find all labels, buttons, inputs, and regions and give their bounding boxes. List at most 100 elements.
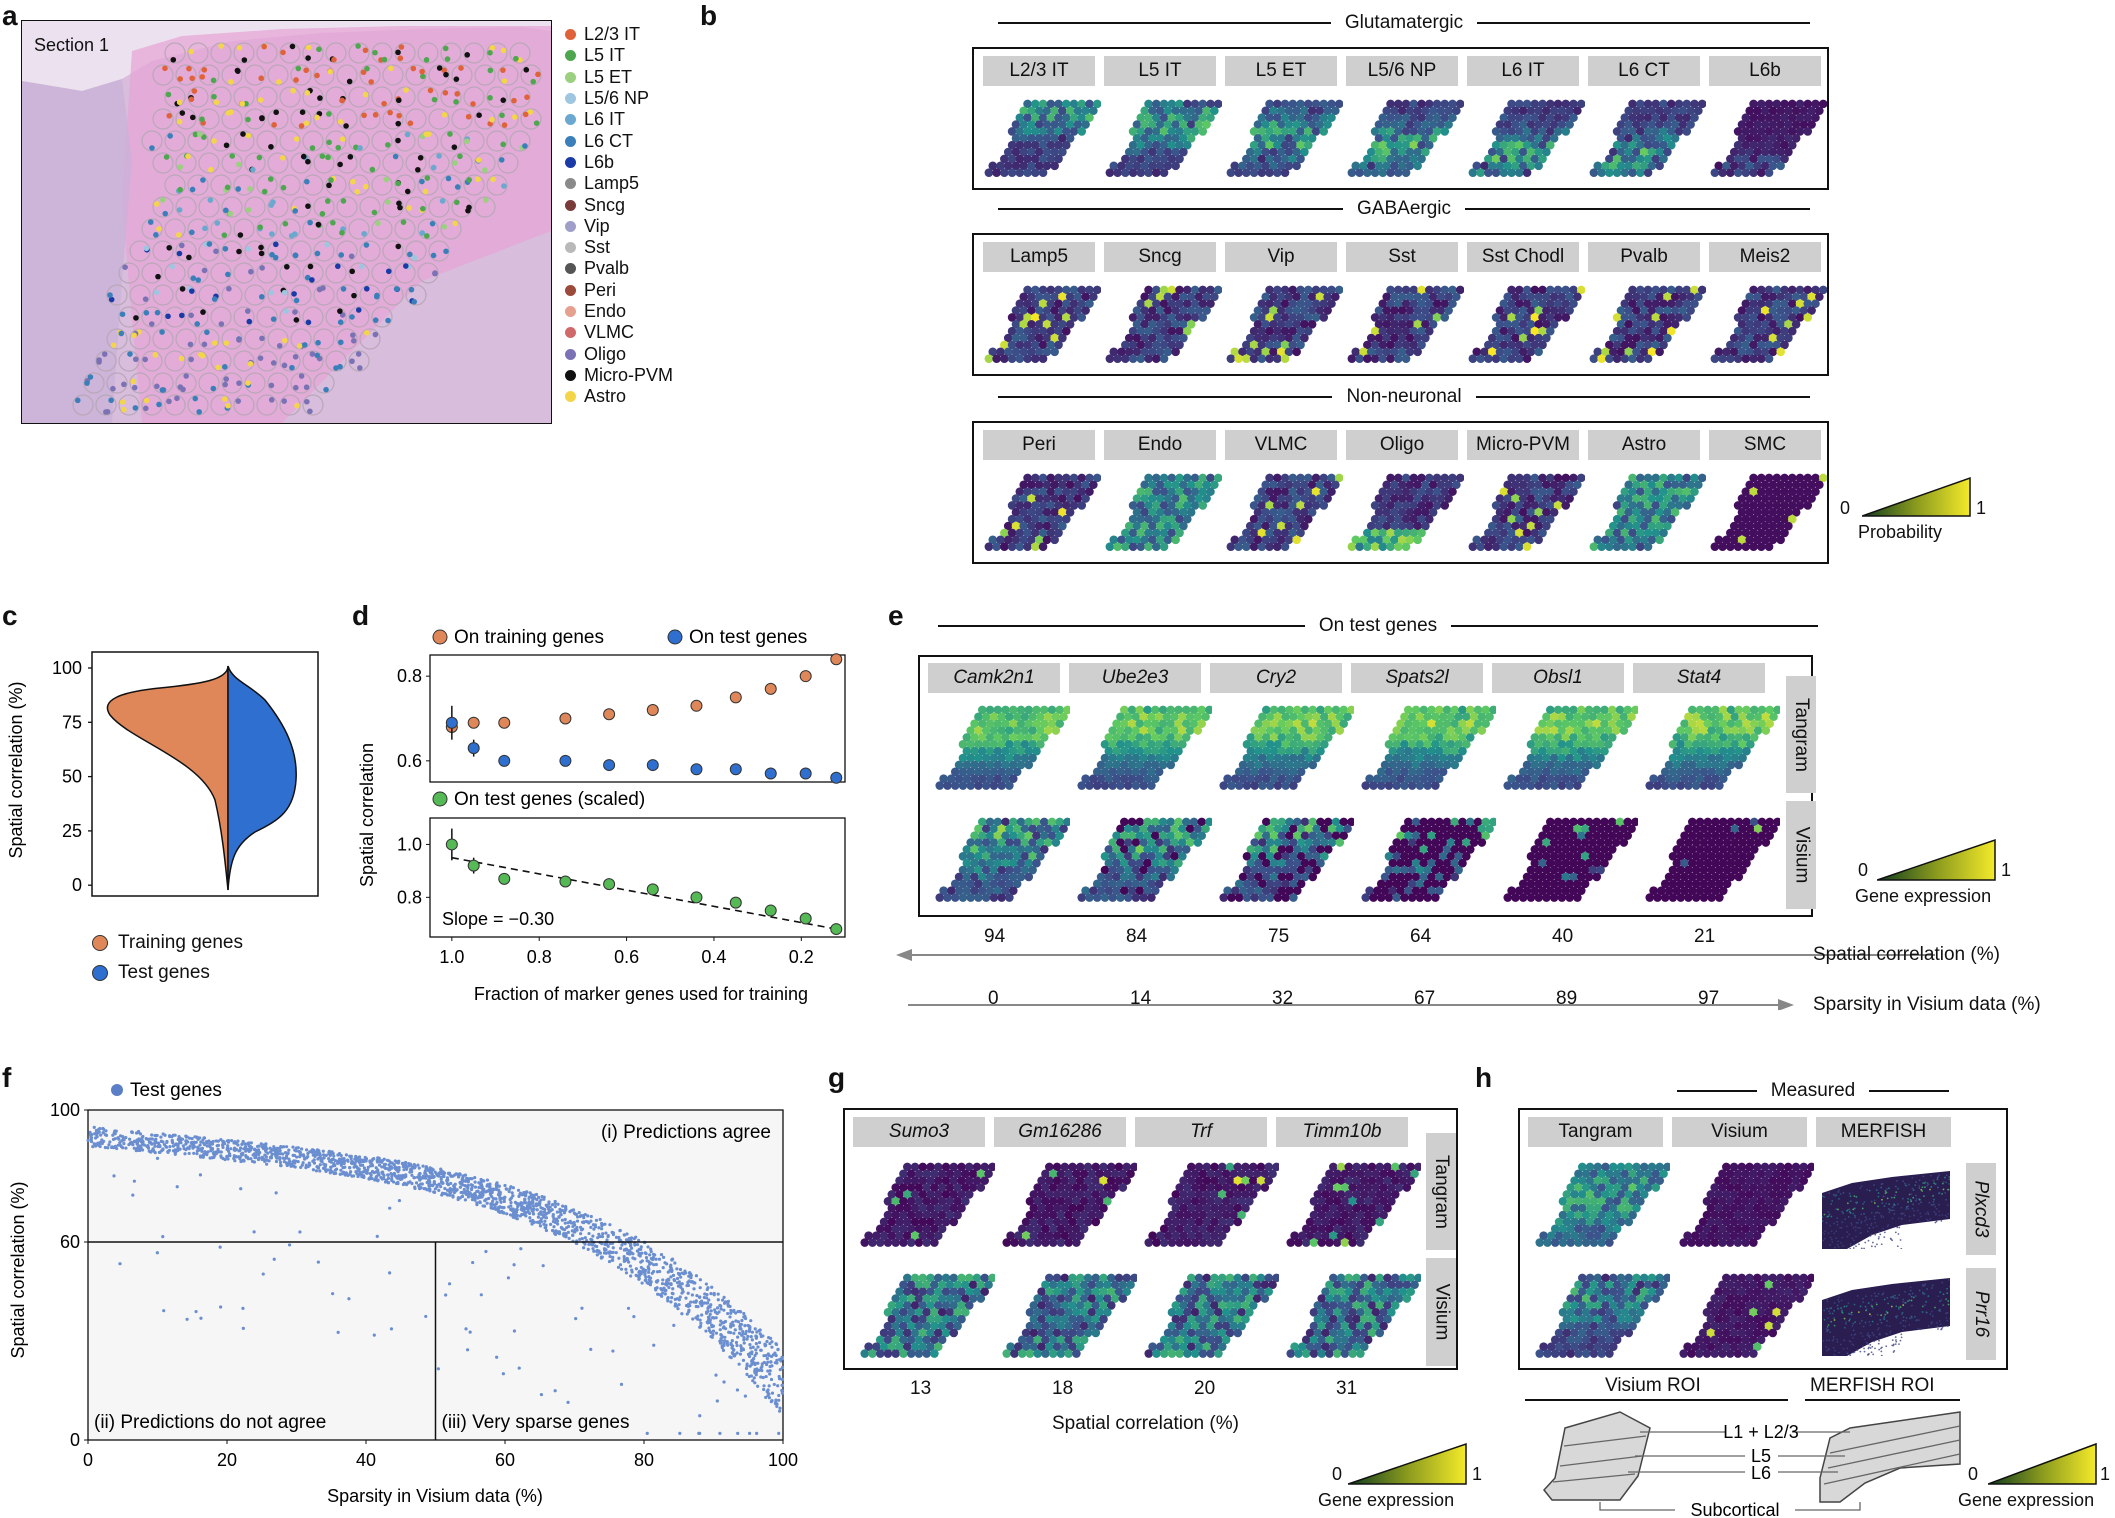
f-point <box>201 1154 204 1157</box>
f-point <box>377 1156 380 1159</box>
f-point <box>552 1229 555 1232</box>
f-point <box>682 1272 685 1275</box>
d-point <box>560 713 571 724</box>
f-point <box>156 1251 159 1254</box>
e-gene-tab: Cry2 <box>1210 663 1342 693</box>
legend-item: L6b <box>565 152 673 173</box>
f-point <box>464 1198 467 1201</box>
f-point <box>635 1267 638 1270</box>
f-point <box>694 1301 697 1304</box>
f-point <box>239 1146 242 1149</box>
f-point <box>153 1142 156 1145</box>
d-point <box>800 671 811 682</box>
f-point <box>498 1185 501 1188</box>
f-point <box>111 1145 114 1148</box>
f-point <box>724 1300 727 1303</box>
f-point <box>662 1266 665 1269</box>
visium-roi-label: Visium ROI <box>1605 1375 1701 1397</box>
legend-label: L2/3 IT <box>584 24 640 45</box>
d-legend-label: On test genes <box>689 627 807 648</box>
f-point <box>638 1252 641 1255</box>
legend-label: Micro-PVM <box>584 365 673 386</box>
f-point <box>716 1399 719 1402</box>
f-point <box>558 1208 561 1211</box>
f-point <box>722 1296 725 1299</box>
f-point <box>535 1193 538 1196</box>
f-point <box>767 1393 770 1396</box>
f-ylabel: Spatial correlation (%) <box>8 1181 28 1358</box>
d-point <box>800 768 811 779</box>
f-point <box>749 1319 752 1322</box>
f-point <box>704 1329 707 1332</box>
legend-label: L6b <box>584 152 614 173</box>
f-point <box>697 1432 700 1435</box>
f-point <box>486 1178 489 1181</box>
f-point <box>475 1203 478 1206</box>
f-point <box>595 1219 598 1222</box>
d-point <box>691 764 702 775</box>
f-point <box>286 1164 289 1167</box>
f-point <box>745 1367 748 1370</box>
spatial-probability-map <box>1709 94 1827 179</box>
f-point <box>586 1220 589 1223</box>
f-point <box>308 1162 311 1165</box>
f-point <box>453 1173 456 1176</box>
tangram-prediction-map <box>1530 1157 1670 1252</box>
f-point <box>502 1211 505 1214</box>
f-point <box>689 1301 692 1304</box>
b-group-header: Glutamatergic <box>998 12 1810 34</box>
f-point <box>531 1202 534 1205</box>
panel-h-label: h <box>1475 1062 1492 1094</box>
f-point <box>261 1158 264 1161</box>
f-point <box>601 1232 604 1235</box>
f-point <box>176 1146 179 1149</box>
f-point <box>556 1222 559 1225</box>
f-point <box>567 1225 570 1228</box>
f-point <box>295 1146 298 1149</box>
f-point <box>532 1212 535 1215</box>
f-point <box>601 1235 604 1238</box>
visium-roi-shape <box>1544 1412 1650 1500</box>
panel-g-label: g <box>828 1062 845 1094</box>
f-point <box>687 1292 690 1295</box>
d-point <box>604 879 615 890</box>
f-point <box>599 1252 602 1255</box>
f-point <box>724 1320 727 1323</box>
f-point <box>511 1191 514 1194</box>
f-point <box>91 1145 94 1148</box>
f-point <box>495 1188 498 1191</box>
f-point <box>699 1278 702 1281</box>
f-annotation-sparse: (iii) Very sparse genes <box>442 1412 630 1433</box>
f-point <box>199 1317 202 1320</box>
f-point <box>159 1135 162 1138</box>
f-point <box>514 1213 517 1216</box>
violin-ytick: 75 <box>62 712 82 732</box>
f-point <box>600 1227 603 1230</box>
f-point <box>117 1138 120 1141</box>
f-point <box>766 1360 769 1363</box>
f-point <box>732 1309 735 1312</box>
f-point <box>750 1335 753 1338</box>
f-point <box>437 1367 440 1370</box>
spatial-probability-map <box>1104 468 1222 553</box>
f-point <box>620 1268 623 1271</box>
legend-swatch <box>565 136 576 147</box>
f-point <box>388 1168 391 1171</box>
f-point <box>536 1221 539 1224</box>
f-point <box>753 1376 756 1379</box>
f-point <box>424 1169 427 1172</box>
f-point <box>516 1208 519 1211</box>
f-point <box>619 1247 622 1250</box>
f-point <box>679 1283 682 1286</box>
f-point <box>443 1187 446 1190</box>
f-point <box>661 1282 664 1285</box>
d-xtick: 0.4 <box>701 947 726 967</box>
f-point <box>239 1187 242 1190</box>
f-point <box>315 1169 318 1172</box>
f-point <box>184 1135 187 1138</box>
f-point <box>151 1147 154 1150</box>
f-point <box>400 1177 403 1180</box>
d-point <box>604 709 615 720</box>
